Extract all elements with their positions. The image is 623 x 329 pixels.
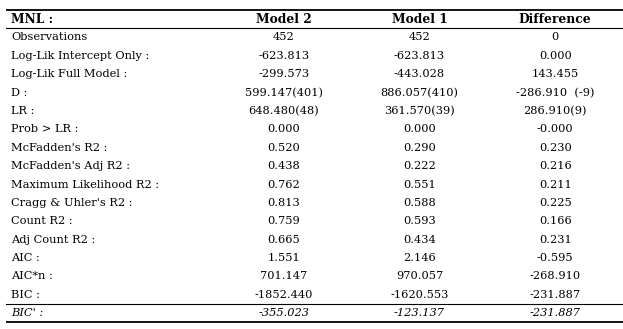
Text: 0.222: 0.222 [403,161,436,171]
Text: -355.023: -355.023 [259,308,309,318]
Text: 0.759: 0.759 [267,216,300,226]
Text: 0.231: 0.231 [539,235,571,245]
Text: 886.057(410): 886.057(410) [381,88,459,98]
Text: AIC*n :: AIC*n : [11,271,53,281]
Text: 0.225: 0.225 [539,198,571,208]
Text: 0.216: 0.216 [539,161,571,171]
Text: -299.573: -299.573 [258,69,310,79]
Text: 361.570(39): 361.570(39) [384,106,455,116]
Text: 2.146: 2.146 [403,253,436,263]
Text: Difference: Difference [519,13,591,26]
Text: 0.593: 0.593 [403,216,436,226]
Text: 701.147: 701.147 [260,271,307,281]
Text: 0.434: 0.434 [403,235,436,245]
Text: 0.290: 0.290 [403,143,436,153]
Text: 143.455: 143.455 [531,69,579,79]
Text: 286.910(9): 286.910(9) [523,106,587,116]
Text: -623.813: -623.813 [258,51,310,61]
Text: 0.551: 0.551 [403,180,436,190]
Text: 0.665: 0.665 [267,235,300,245]
Text: 0.813: 0.813 [267,198,300,208]
Text: BIC' :: BIC' : [11,308,44,318]
Text: 0.211: 0.211 [539,180,571,190]
Text: McFadden's Adj R2 :: McFadden's Adj R2 : [11,161,130,171]
Text: -0.595: -0.595 [537,253,573,263]
Text: Log-Lik Full Model :: Log-Lik Full Model : [11,69,128,79]
Text: BIC :: BIC : [11,290,40,300]
Text: -443.028: -443.028 [394,69,445,79]
Text: 0.438: 0.438 [267,161,300,171]
Text: 599.147(401): 599.147(401) [245,88,323,98]
Text: McFadden's R2 :: McFadden's R2 : [11,143,108,153]
Text: 0.166: 0.166 [539,216,571,226]
Text: 452: 452 [273,33,295,42]
Text: 1.551: 1.551 [267,253,300,263]
Text: -231.887: -231.887 [530,308,581,318]
Text: -0.000: -0.000 [537,124,573,134]
Text: Prob > LR :: Prob > LR : [11,124,78,134]
Text: Maximum Likelihood R2 :: Maximum Likelihood R2 : [11,180,159,190]
Text: 0.000: 0.000 [403,124,436,134]
Text: 452: 452 [409,33,430,42]
Text: MNL :: MNL : [11,13,54,26]
Text: AIC :: AIC : [11,253,40,263]
Text: 0.230: 0.230 [539,143,571,153]
Text: D :: D : [11,88,27,98]
Text: 0.000: 0.000 [539,51,571,61]
Text: 0.588: 0.588 [403,198,436,208]
Text: 0.762: 0.762 [267,180,300,190]
Text: -1852.440: -1852.440 [255,290,313,300]
Text: 970.057: 970.057 [396,271,443,281]
Text: Cragg & Uhler's R2 :: Cragg & Uhler's R2 : [11,198,133,208]
Text: Log-Lik Intercept Only :: Log-Lik Intercept Only : [11,51,150,61]
Text: Model 2: Model 2 [256,13,312,26]
Text: LR :: LR : [11,106,34,116]
Text: -1620.553: -1620.553 [390,290,449,300]
Text: Observations: Observations [11,33,87,42]
Text: Adj Count R2 :: Adj Count R2 : [11,235,95,245]
Text: -286.910  (-9): -286.910 (-9) [516,88,594,98]
Text: Model 1: Model 1 [392,13,447,26]
Text: Count R2 :: Count R2 : [11,216,73,226]
Text: -268.910: -268.910 [530,271,581,281]
Text: 0.000: 0.000 [267,124,300,134]
Text: -231.887: -231.887 [530,290,581,300]
Text: 648.480(48): 648.480(48) [249,106,319,116]
Text: 0: 0 [551,33,559,42]
Text: -123.137: -123.137 [394,308,445,318]
Text: -623.813: -623.813 [394,51,445,61]
Text: 0.520: 0.520 [267,143,300,153]
